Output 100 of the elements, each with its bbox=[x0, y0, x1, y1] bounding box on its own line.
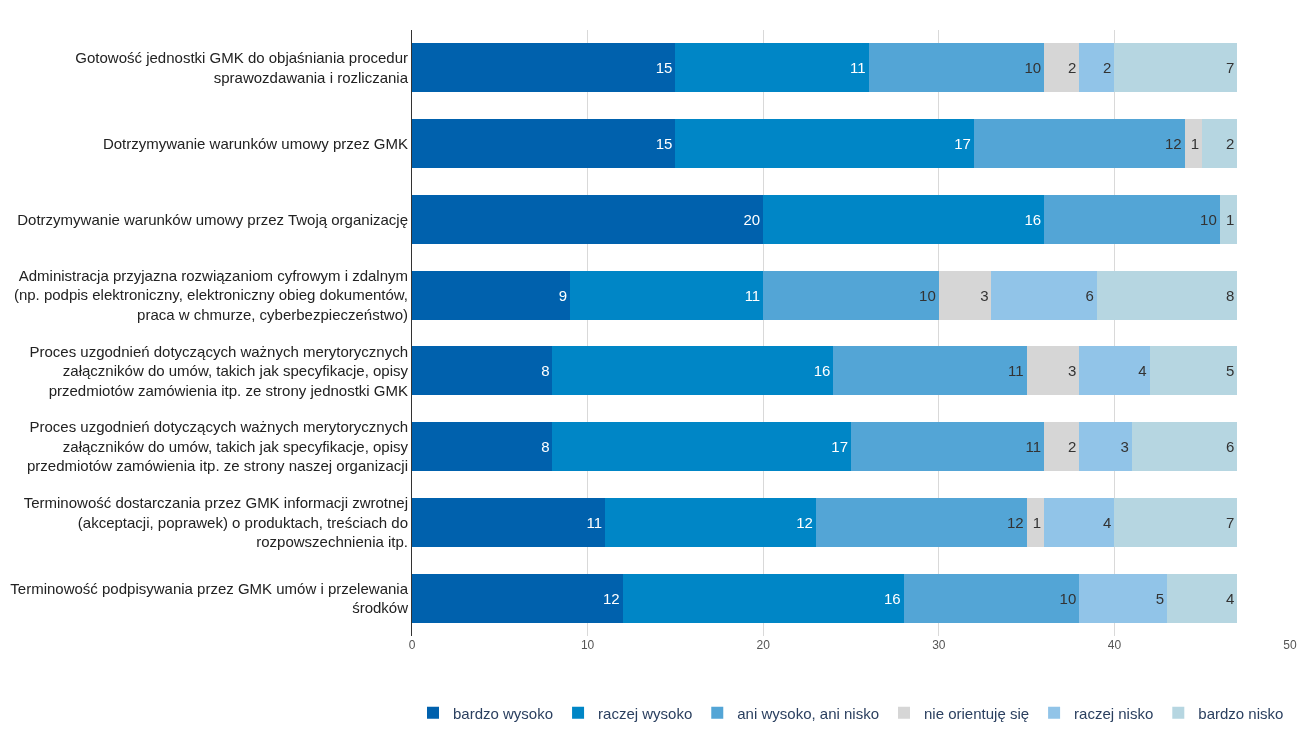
bar bbox=[938, 270, 992, 320]
bar bbox=[605, 497, 816, 547]
y-tick-label: Gotowość jednostki GMK do objaśniania procedur sprawozdawania i rozliczania bbox=[75, 49, 409, 86]
data-label: 2 bbox=[1067, 59, 1077, 77]
data-label: 10 bbox=[919, 286, 936, 304]
data-label: 15 bbox=[655, 59, 673, 77]
bar bbox=[1026, 346, 1080, 396]
data-label: 8 bbox=[1225, 286, 1235, 304]
data-label: 1 bbox=[1032, 513, 1042, 531]
bar bbox=[552, 422, 851, 472]
data-label: 20 bbox=[743, 210, 761, 228]
data-label: 4 bbox=[1138, 362, 1147, 380]
data-label: 10 bbox=[1059, 589, 1077, 607]
bar bbox=[552, 346, 834, 396]
data-label: 8 bbox=[541, 438, 550, 456]
data-label: 6 bbox=[1085, 286, 1094, 304]
data-label: 10 bbox=[1200, 210, 1217, 228]
y-tick-label: Proces uzgodnień dotyczących ważnych merytorycznych załączników do umów, takich jak specyfikacje, opisy przedmiotów zamówienia itp. ze strony jednostki GMK bbox=[29, 342, 409, 399]
bar bbox=[675, 119, 974, 169]
bar bbox=[1219, 194, 1238, 244]
data-label: 2 bbox=[1067, 438, 1077, 456]
bar bbox=[412, 270, 571, 320]
data-label: 16 bbox=[813, 362, 831, 380]
bar bbox=[1131, 422, 1238, 472]
bar bbox=[1114, 497, 1238, 547]
bar bbox=[1167, 573, 1238, 623]
data-label: 12 bbox=[603, 589, 620, 607]
data-label: 5 bbox=[1155, 589, 1165, 607]
data-label: 16 bbox=[883, 589, 901, 607]
y-tick-label: Terminowość podpisywania przez GMK umów i przelewania środków bbox=[10, 579, 409, 617]
x-tick-label: 20 bbox=[756, 638, 771, 652]
data-label: 11 bbox=[849, 59, 866, 77]
x-tick-label: 40 bbox=[1107, 638, 1122, 652]
legend-label: nie orientuję się bbox=[924, 704, 1030, 722]
data-label: 3 bbox=[980, 286, 989, 304]
bar bbox=[868, 43, 1045, 93]
data-label: 3 bbox=[1067, 362, 1077, 380]
data-label: 12 bbox=[1164, 135, 1182, 153]
y-tick-label: Proces uzgodnień dotyczących ważnych merytorycznych załączników do umów, takich jak specyfikacje, opisy przedmiotów zamówienia itp. ze strony naszej organizacji bbox=[26, 418, 409, 475]
bar bbox=[991, 270, 1097, 320]
bar bbox=[1184, 119, 1203, 169]
data-label: 2 bbox=[1225, 135, 1235, 153]
bar bbox=[1114, 43, 1238, 93]
data-label: 12 bbox=[1006, 513, 1024, 531]
data-label: 4 bbox=[1225, 589, 1235, 607]
data-label: 11 bbox=[1008, 362, 1024, 380]
bar bbox=[412, 346, 553, 396]
data-label: 11 bbox=[744, 286, 761, 304]
bar bbox=[1079, 422, 1132, 472]
data-label: 7 bbox=[1225, 513, 1235, 531]
bar bbox=[412, 119, 676, 169]
data-label: 3 bbox=[1120, 438, 1129, 456]
x-tick-label: 10 bbox=[580, 638, 595, 652]
bar bbox=[1202, 119, 1238, 169]
bar bbox=[412, 194, 764, 244]
bar bbox=[973, 119, 1185, 169]
bar bbox=[1079, 43, 1115, 93]
data-label: 9 bbox=[558, 286, 568, 304]
y-tick-label: Terminowość dostarczania przez GMK informacji zwrotnej (akceptacji, poprawek) o produktach, treściach do rozpowszechnienia itp. bbox=[23, 494, 408, 551]
legend-label: raczej wysoko bbox=[598, 704, 693, 722]
y-tick-label: Dotrzymywanie warunków umowy przez Twoją organizację bbox=[17, 210, 408, 228]
data-label: 1 bbox=[1190, 135, 1200, 153]
bar bbox=[570, 270, 764, 320]
bar bbox=[763, 194, 1045, 244]
bar bbox=[1026, 497, 1045, 547]
bar bbox=[412, 573, 623, 623]
bar bbox=[1079, 346, 1150, 396]
bar bbox=[1044, 497, 1115, 547]
y-tick-label: Dotrzymywanie warunków umowy przez GMK bbox=[102, 134, 408, 152]
bar bbox=[675, 43, 869, 93]
bar bbox=[1079, 573, 1168, 623]
bar bbox=[851, 422, 1045, 472]
bar bbox=[1149, 346, 1238, 396]
legend-label: ani wysoko, ani nisko bbox=[737, 704, 880, 722]
y-tick-label: Administracja przyjazna rozwiązaniom cyfrowym i zdalnym (np. podpis elektroniczny, elektroniczny obieg dokumentów, praca w chmurze, cyberbezpieczeństwo) bbox=[13, 266, 408, 323]
data-label: 6 bbox=[1225, 438, 1235, 456]
bar bbox=[903, 573, 1080, 623]
bar bbox=[622, 573, 904, 623]
bar bbox=[412, 422, 553, 472]
data-label: 5 bbox=[1225, 362, 1235, 380]
x-tick-label: 50 bbox=[1283, 638, 1297, 652]
data-label: 11 bbox=[1025, 438, 1042, 456]
legend-label: raczej nisko bbox=[1074, 704, 1154, 722]
bar bbox=[763, 270, 939, 320]
data-label: 16 bbox=[1024, 210, 1042, 228]
data-label: 17 bbox=[954, 135, 971, 153]
bar bbox=[1044, 194, 1220, 244]
data-label: 15 bbox=[655, 135, 673, 153]
bar bbox=[412, 497, 606, 547]
data-label: 8 bbox=[541, 362, 550, 380]
data-label: 2 bbox=[1103, 59, 1112, 77]
x-tick-label: 30 bbox=[932, 638, 946, 652]
data-label: 4 bbox=[1103, 513, 1112, 531]
bar bbox=[833, 346, 1027, 396]
data-label: 11 bbox=[586, 513, 603, 531]
bar bbox=[1044, 422, 1080, 472]
x-tick-label: 0 bbox=[408, 638, 416, 652]
bar bbox=[1096, 270, 1238, 320]
data-label: 7 bbox=[1225, 59, 1235, 77]
legend-label: bardzo wysoko bbox=[453, 704, 554, 722]
